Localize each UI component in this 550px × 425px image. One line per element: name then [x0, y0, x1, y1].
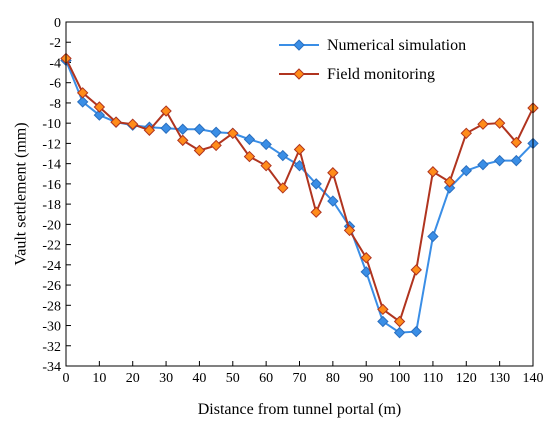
y-tick-label: -20: [42, 218, 61, 233]
data-point: [243, 150, 256, 163]
series-layer: [60, 52, 539, 339]
data-point: [393, 315, 406, 328]
y-tick-label: -4: [49, 56, 61, 71]
data-point: [310, 178, 322, 190]
series-field-monitoring: [60, 52, 539, 328]
data-point: [377, 315, 389, 328]
y-tick-label: -22: [42, 239, 61, 254]
series-numerical-simulation: [60, 54, 539, 339]
series-line: [65, 60, 534, 334]
x-tick-label: 20: [126, 371, 140, 386]
y-axis-ticks: 0 -2 -4 -6 -8 -10 -12 -14 -16 -18 -20 -22 -24 -26 -28 -…: [42, 16, 71, 375]
data-point: [460, 127, 472, 140]
data-point: [493, 154, 506, 167]
legend-marker: [293, 39, 305, 51]
x-tick-label: 70: [293, 371, 307, 386]
data-point: [243, 133, 256, 146]
data-point: [410, 325, 422, 338]
y-axis-title: Vault settlement (mm): [13, 122, 30, 265]
x-tick-label: 140: [523, 371, 544, 386]
data-point: [443, 182, 456, 194]
data-point: [310, 206, 322, 218]
data-point: [76, 87, 89, 99]
data-point: [260, 159, 272, 172]
data-point: [410, 264, 422, 276]
data-point: [177, 123, 189, 135]
data-point: [460, 165, 472, 177]
x-tick-label: 30: [159, 371, 173, 386]
data-point: [210, 139, 222, 152]
data-point: [227, 127, 239, 140]
y-tick-label: -2: [49, 36, 61, 51]
data-point: [477, 158, 489, 171]
x-tick-label: 80: [326, 371, 340, 386]
x-tick-label: 90: [359, 371, 373, 386]
legend-label: Numerical simulation: [327, 37, 466, 54]
x-tick-label: 120: [456, 371, 477, 386]
data-point: [193, 144, 206, 157]
y-tick-label: -30: [42, 320, 61, 335]
series-line: [65, 57, 534, 324]
y-tick-label: -32: [42, 340, 61, 355]
x-tick-label: 110: [423, 371, 443, 386]
legend: Numerical simulation Field monitoring: [279, 37, 466, 83]
data-point: [160, 105, 172, 117]
data-point: [177, 134, 189, 147]
data-point: [343, 224, 356, 237]
y-tick-label: -14: [42, 158, 61, 173]
legend-marker: [293, 68, 305, 80]
data-point: [377, 303, 389, 316]
data-point: [110, 116, 122, 128]
y-tick-label: -16: [42, 178, 61, 193]
data-point: [493, 117, 506, 129]
y-tick-label: -34: [42, 360, 61, 375]
y-tick-label: -24: [42, 259, 61, 274]
data-point: [277, 149, 289, 162]
y-tick-label: -18: [42, 198, 61, 213]
data-point: [427, 230, 439, 243]
data-point: [93, 109, 106, 121]
data-point: [210, 126, 222, 138]
y-tick-label: -10: [42, 117, 61, 132]
data-point: [160, 122, 172, 134]
x-tick-label: 40: [192, 371, 206, 386]
x-tick-label: 50: [226, 371, 240, 386]
data-point: [260, 138, 272, 151]
data-point: [443, 176, 456, 188]
data-point: [76, 96, 89, 108]
data-point: [477, 118, 489, 130]
data-point: [277, 182, 289, 194]
x-tick-label: 0: [63, 371, 70, 386]
x-tick-label: 100: [389, 371, 410, 386]
data-point: [327, 167, 339, 179]
data-point: [393, 326, 406, 339]
data-point: [510, 136, 523, 149]
x-tick-label: 130: [489, 371, 510, 386]
data-point: [93, 101, 106, 113]
data-point: [427, 166, 439, 178]
data-point: [143, 124, 156, 136]
y-tick-label: 0: [54, 16, 61, 31]
legend-item: Numerical simulation: [279, 37, 466, 54]
data-point: [293, 143, 306, 156]
x-axis-title: Distance from tunnel portal (m): [198, 401, 402, 418]
plot-frame: [65, 21, 534, 367]
data-point: [127, 118, 139, 130]
y-tick-label: -6: [49, 77, 61, 92]
data-point: [360, 252, 372, 264]
data-point: [510, 154, 523, 167]
y-tick-label: -8: [49, 97, 61, 112]
x-tick-label: 10: [92, 371, 106, 386]
data-point: [193, 123, 206, 135]
y-tick-label: -28: [42, 299, 61, 314]
x-axis-ticks: 0 10 20 30 40 50 60 70 80 90 100 110 120 130 140: [63, 361, 544, 386]
y-tick-label: -12: [42, 137, 61, 152]
data-point: [327, 195, 339, 207]
legend-label: Field monitoring: [327, 66, 435, 83]
y-tick-label: -26: [42, 279, 61, 294]
x-tick-label: 60: [259, 371, 273, 386]
legend-item: Field monitoring: [279, 66, 435, 83]
